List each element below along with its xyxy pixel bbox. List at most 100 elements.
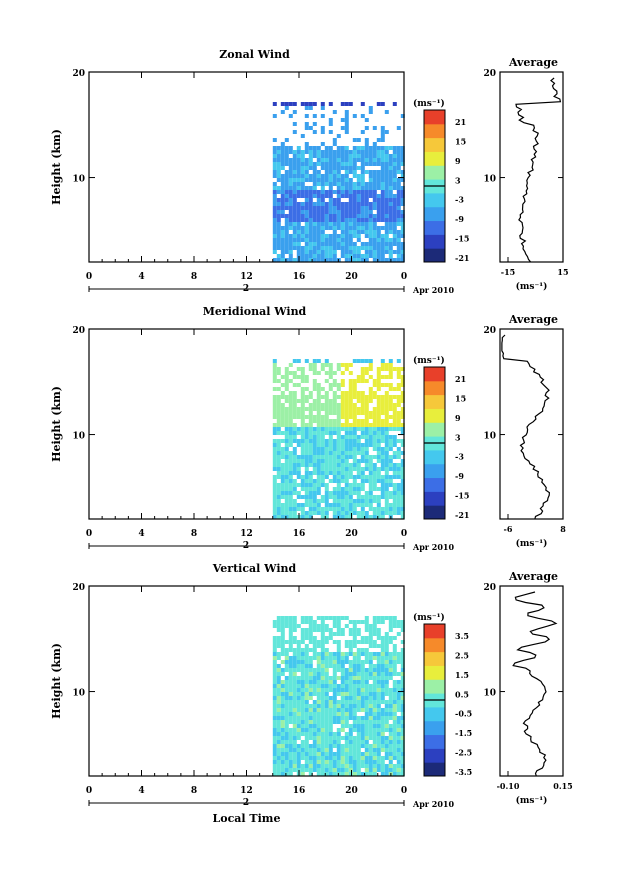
heatmap-cell	[400, 226, 405, 230]
heatmap-cell	[304, 439, 309, 443]
heatmap-cell	[324, 684, 329, 688]
heatmap-cell	[300, 479, 305, 483]
heatmap-cell	[368, 696, 373, 700]
x-tick-label: 0	[86, 272, 92, 282]
heatmap-cell	[296, 752, 301, 756]
heatmap-cell	[384, 700, 389, 704]
heatmap-cell	[276, 728, 281, 732]
heatmap-cell	[308, 455, 313, 459]
heatmap-cell	[336, 487, 341, 491]
heatmap-cell	[368, 170, 373, 174]
heatmap-cell	[376, 367, 381, 371]
heatmap-cell	[388, 744, 393, 748]
heatmap-cell	[388, 202, 393, 206]
heatmap-cell	[336, 198, 341, 202]
heatmap-cell	[324, 736, 329, 740]
heatmap-cell	[372, 752, 377, 756]
heatmap-cell	[288, 222, 293, 226]
heatmap-cell	[288, 451, 293, 455]
heatmap-cell	[364, 194, 369, 198]
heatmap-cell	[368, 146, 373, 150]
heatmap-cell	[276, 511, 281, 515]
heatmap-cell	[272, 503, 277, 507]
heatmap-cell	[396, 423, 401, 427]
heatmap-cell	[308, 628, 313, 632]
heatmap-cell	[292, 652, 297, 656]
heatmap-cell	[304, 246, 309, 250]
heatmap-cell	[344, 483, 349, 487]
heatmap-cell	[304, 174, 309, 178]
heatmap-cell	[360, 672, 365, 676]
heatmap-cell	[296, 644, 301, 648]
heatmap-cell	[304, 744, 309, 748]
heatmap-cell	[276, 704, 281, 708]
heatmap-cell	[340, 379, 345, 383]
heatmap-cell	[364, 463, 369, 467]
heatmap-cell	[304, 379, 309, 383]
heatmap-cell	[356, 772, 361, 776]
heatmap-cell	[292, 459, 297, 463]
heatmap-cell	[380, 210, 385, 214]
heatmap-cell	[284, 680, 289, 684]
heatmap-cell	[376, 158, 381, 162]
heatmap-cell	[292, 696, 297, 700]
heatmap-cell	[284, 246, 289, 250]
heatmap-cell	[364, 162, 369, 166]
heatmap-cell	[360, 130, 365, 134]
heatmap-cell	[356, 648, 361, 652]
heatmap-cell	[288, 656, 293, 660]
heatmap-cell	[376, 218, 381, 222]
heatmap-cell	[272, 487, 277, 491]
heatmap-cell	[400, 740, 405, 744]
heatmap-cell	[360, 459, 365, 463]
heatmap-cell	[292, 158, 297, 162]
heatmap-cells	[272, 102, 405, 262]
heatmap-cell	[372, 383, 377, 387]
heatmap-cell	[352, 652, 357, 656]
heatmap-cell	[336, 736, 341, 740]
heatmap-cell	[284, 154, 289, 158]
heatmap-cell	[344, 748, 349, 752]
heatmap-cell	[348, 708, 353, 712]
heatmap-cell	[296, 684, 301, 688]
heatmap-cell	[292, 624, 297, 628]
heatmap-cell	[364, 724, 369, 728]
heatmap-cell	[304, 186, 309, 190]
heatmap-cell	[368, 391, 373, 395]
heatmap-cell	[348, 170, 353, 174]
heatmap-cell	[356, 407, 361, 411]
heatmap-cell	[384, 668, 389, 672]
heatmap-cell	[280, 411, 285, 415]
heatmap-cell	[272, 451, 277, 455]
heatmap-cell	[280, 756, 285, 760]
heatmap-cell	[316, 250, 321, 254]
heatmap-cell	[300, 700, 305, 704]
heatmap-cell	[388, 760, 393, 764]
heatmap-cell	[296, 668, 301, 672]
heatmap-cell	[368, 443, 373, 447]
heatmap-cell	[308, 166, 313, 170]
heatmap-cell	[340, 772, 345, 776]
heatmap-cell	[316, 222, 321, 226]
heatmap-cell	[292, 194, 297, 198]
heatmap-cell	[400, 170, 405, 174]
heatmap-cell	[380, 238, 385, 242]
heatmap-cell	[332, 668, 337, 672]
heatmap-cell	[320, 515, 325, 519]
heatmap-cell	[304, 676, 309, 680]
heatmap-cell	[304, 503, 309, 507]
heatmap-cell	[328, 238, 333, 242]
heatmap-cell	[396, 744, 401, 748]
heatmap-cell	[376, 768, 381, 772]
heatmap-cell	[364, 254, 369, 258]
heatmap-cell	[380, 226, 385, 230]
heatmap-cell	[304, 475, 309, 479]
heatmap-cell	[364, 624, 369, 628]
heatmap-cell	[296, 214, 301, 218]
heatmap-cell	[304, 451, 309, 455]
heatmap-cell	[344, 764, 349, 768]
heatmap-cell	[304, 616, 309, 620]
heatmap-cell	[324, 379, 329, 383]
heatmap-cell	[352, 210, 357, 214]
heatmap-cell	[280, 491, 285, 495]
